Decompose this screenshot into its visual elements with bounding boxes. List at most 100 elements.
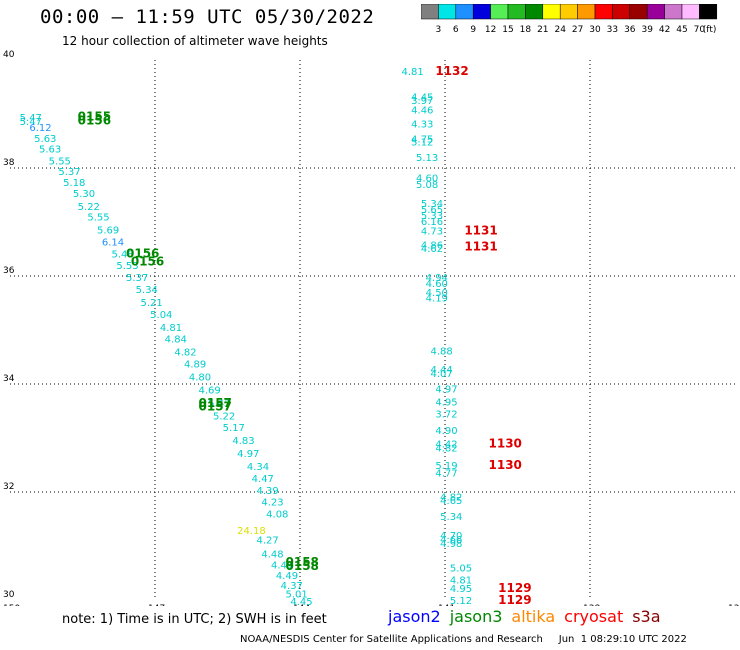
wave-height-value: 24.18 <box>237 526 266 537</box>
wave-height-value: 5.01 <box>286 590 308 601</box>
wave-height-value: 5.18 <box>63 178 85 189</box>
wave-height-value: 4.86 <box>421 241 443 252</box>
wave-height-value: 5.30 <box>73 189 95 200</box>
satellite-legend: jason2 jason3 altika cryosat s3a <box>388 607 670 626</box>
wave-height-value: 4.44 <box>431 365 453 376</box>
color-scale-legend: 3 6 9 12 15 18 21 24 27 30 33 36 39 42 45 70(ft) <box>421 4 718 35</box>
color-scale-label: 42 <box>659 25 670 35</box>
color-scale-label: 33 <box>607 25 618 35</box>
y-tick-label: 38 <box>3 158 15 168</box>
pass-time-label: 0156 <box>78 113 111 127</box>
pass-time-label: 1130 <box>489 436 522 450</box>
wave-height-value: 4.95 <box>450 584 472 595</box>
y-tick-label: 32 <box>3 482 14 492</box>
color-scale-label: 30 <box>589 25 601 35</box>
wave-height-value: 5.34 <box>136 285 158 296</box>
wave-height-value: 4.84 <box>165 335 187 346</box>
color-scale-label: 15 <box>502 25 513 35</box>
wave-height-value: 5.47 <box>20 113 42 124</box>
wave-height-value: 5.34 <box>421 199 443 210</box>
wave-height-value: 5.37 <box>58 167 80 178</box>
wave-height-value: 4.49 <box>276 571 298 582</box>
x-tick-label: -150 <box>0 604 20 606</box>
wave-height-value: 4.33 <box>411 120 433 131</box>
color-swatch <box>699 4 718 20</box>
color-scale-label: 12 <box>485 25 496 35</box>
wave-height-value: 4.82 <box>435 444 457 455</box>
wave-height-value: 4.94 <box>426 273 448 284</box>
wave-height-value: 5.63 <box>34 134 56 145</box>
wave-height-value: 4.48 <box>261 550 283 561</box>
y-tick-label: 36 <box>3 266 15 276</box>
pass-time-label: 1129 <box>498 581 531 595</box>
wave-height-value: 4.60 <box>416 174 438 185</box>
wave-height-value: 4.39 <box>257 486 279 497</box>
wave-height-value: 4.37 <box>281 581 303 592</box>
pass-time-label: 1129 <box>498 593 531 606</box>
wave-height-value: 4.34 <box>247 462 269 473</box>
pass-time-label: 0156 <box>126 246 159 260</box>
color-scale-label: 9 <box>470 25 476 35</box>
wave-height-value: 5.65 <box>421 205 443 216</box>
wave-height-value: 5.21 <box>141 298 163 309</box>
wave-height-value: 4.81 <box>402 67 424 78</box>
wave-height-value: 4.07 <box>431 369 453 380</box>
wave-height-value: 4.81 <box>160 323 182 334</box>
wave-height-value: 5.22 <box>213 411 235 422</box>
legend-altika: altika <box>511 607 556 626</box>
wave-height-value: 5.19 <box>435 461 457 472</box>
wave-height-value: 4.70 <box>440 531 462 542</box>
wave-height-value: 3.72 <box>435 410 457 421</box>
color-scale-unit: (ft) <box>703 25 717 35</box>
color-scale-label: 24 <box>554 25 566 35</box>
color-scale-label: 36 <box>624 25 636 35</box>
color-scale-label: 45 <box>676 25 687 35</box>
wave-height-value: 4.89 <box>184 359 206 370</box>
legend-s3a: s3a <box>632 607 661 626</box>
wave-height-value: 4.88 <box>431 347 453 358</box>
pass-time-label: 1131 <box>464 224 497 238</box>
wave-height-value: 5.33 <box>421 211 443 222</box>
wave-height-value: 5.05 <box>450 564 472 575</box>
y-tick-label: 30 <box>3 590 15 600</box>
wave-height-value: 5.48 <box>112 249 134 260</box>
wave-height-value: 4.90 <box>435 426 457 437</box>
pass-time-label: 0155 <box>78 110 111 124</box>
wave-height-value: 5.22 <box>78 202 100 213</box>
wave-height-value: 4.60 <box>426 279 448 290</box>
x-tick-label: -147 <box>145 604 165 606</box>
page-title: 00:00 – 11:59 UTC 05/30/2022 <box>40 6 375 28</box>
x-tick-label: -141 <box>435 604 455 606</box>
wave-height-value: 4.46 <box>411 106 433 117</box>
pass-time-label: 1132 <box>435 64 468 78</box>
wave-height-value: 3.97 <box>411 96 433 107</box>
wave-height-value: 4.45 <box>411 93 433 104</box>
wave-height-value: 5.55 <box>49 156 71 167</box>
wave-height-value: 4.73 <box>421 227 443 238</box>
pass-time-label: 0157 <box>199 400 232 414</box>
wave-height-value: 4.83 <box>232 436 254 447</box>
wave-height-value: 4.41 <box>271 560 293 571</box>
pass-time-label: 0157 <box>199 396 232 410</box>
legend-jason2: jason2 <box>388 607 441 626</box>
y-tick-label: 40 <box>3 50 15 60</box>
wave-height-value: 4.62 <box>421 244 443 255</box>
legend-jason3: jason3 <box>449 607 503 626</box>
wave-height-value: 4.65 <box>440 496 462 507</box>
wave-height-value: 5.43 <box>208 398 230 409</box>
legend-cryosat: cryosat <box>564 607 624 626</box>
page-subtitle: 12 hour collection of altimeter wave hei… <box>62 34 328 48</box>
credit-line: NOAA/NESDIS Center for Satellite Applica… <box>240 634 687 645</box>
wave-height-value: 4.75 <box>411 134 433 145</box>
x-tick-label: -135 <box>725 604 740 606</box>
wave-height-value: 4.95 <box>435 397 457 408</box>
wave-height-value: 4.98 <box>440 539 462 550</box>
wave-height-value: 5.55 <box>87 213 109 224</box>
wave-height-value: 5.17 <box>223 423 245 434</box>
wave-height-value: 5.34 <box>440 512 462 523</box>
footer-note: note: 1) Time is in UTC; 2) SWH is in fe… <box>62 612 327 627</box>
pass-time-label: 0158 <box>286 555 319 569</box>
wave-height-value: 4.08 <box>266 510 288 521</box>
color-scale-label: 27 <box>572 25 583 35</box>
wave-height-value: 4.97 <box>435 384 457 395</box>
